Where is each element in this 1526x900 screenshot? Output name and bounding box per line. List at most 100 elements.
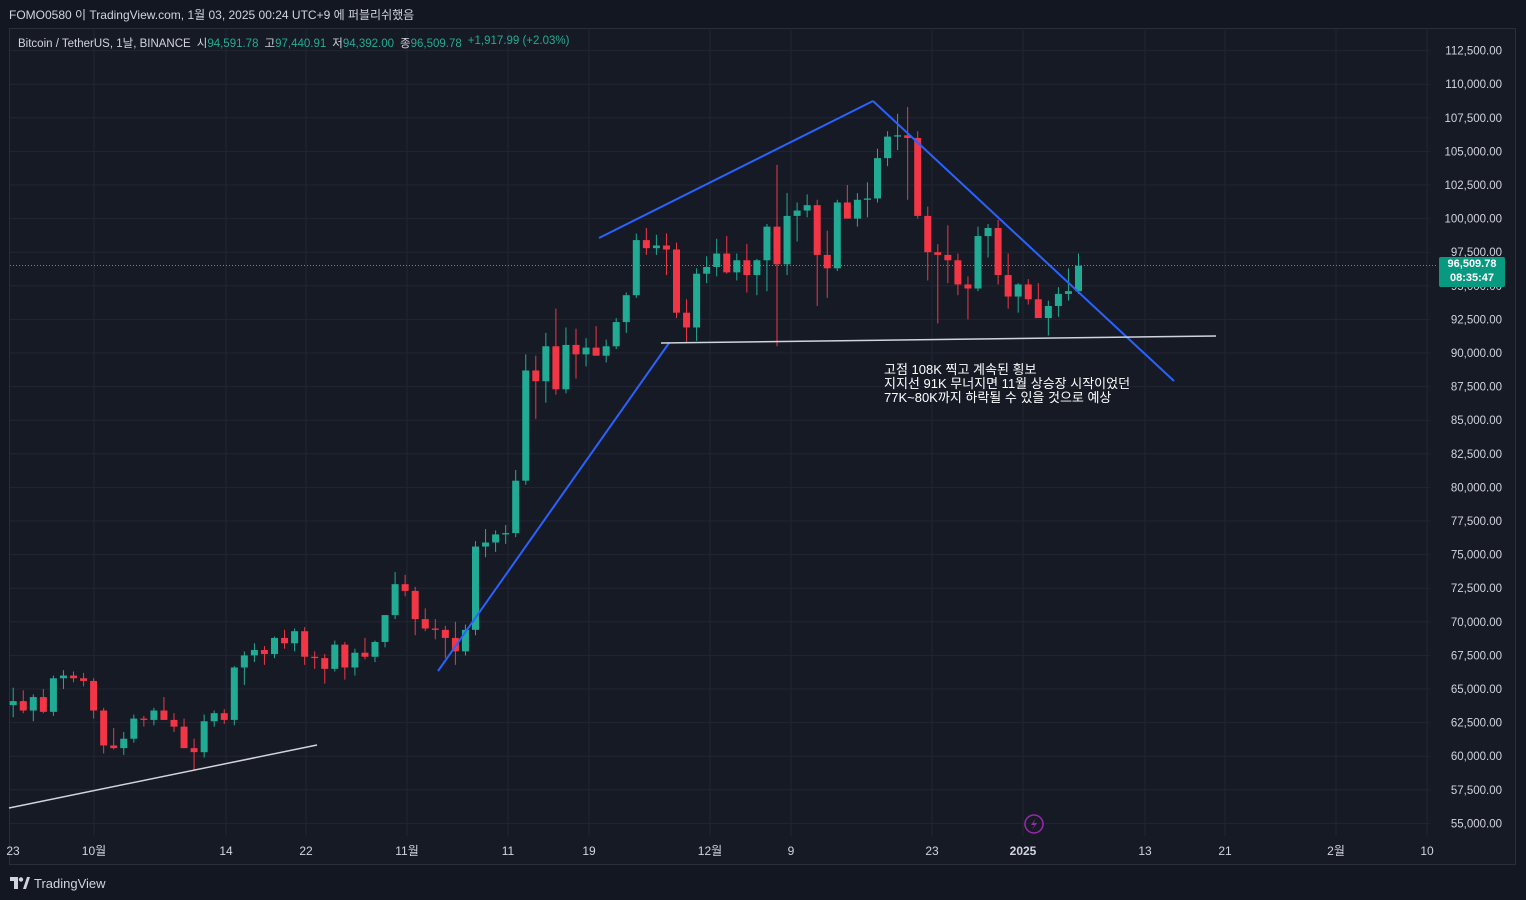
candle (763, 223, 771, 292)
candle-body (874, 158, 881, 199)
candle-body (140, 718, 148, 720)
candle (361, 637, 369, 660)
y-tick-label: 60,000.00 (1451, 751, 1502, 763)
candle (70, 671, 77, 683)
candle-body (723, 253, 731, 273)
candle (301, 627, 309, 665)
candle-body (944, 254, 952, 261)
x-tick-label: 10 (1420, 844, 1434, 858)
y-tick-label: 77,500.00 (1451, 516, 1502, 528)
candle (683, 299, 691, 343)
y-tick-label: 85,000.00 (1451, 415, 1502, 427)
x-tick-label: 2월 (1327, 844, 1345, 858)
uptrend-line[interactable] (437, 342, 670, 672)
candle-body (642, 240, 650, 249)
candle-body (29, 697, 37, 711)
candle-body (552, 346, 560, 390)
candle-body (472, 546, 479, 630)
rising-resistance-line[interactable] (598, 100, 874, 239)
chart-panel[interactable] (9, 28, 1516, 865)
y-tick-label: 75,000.00 (1451, 550, 1502, 562)
drawings[interactable] (8, 100, 1217, 809)
candle-body (150, 710, 158, 720)
candle-body (260, 650, 268, 655)
candle-body (160, 710, 168, 720)
candle (140, 715, 148, 727)
candle (19, 690, 27, 714)
low-value: 94,392.00 (342, 38, 395, 50)
candle (180, 718, 188, 749)
candle (934, 244, 942, 324)
x-tick-label: 19 (582, 844, 596, 858)
support-line-91k[interactable] (660, 335, 1217, 344)
candle (964, 276, 972, 320)
support-line-lower[interactable] (8, 744, 318, 809)
candle-body (411, 590, 419, 620)
candle (441, 625, 449, 659)
candle (512, 469, 520, 538)
candle (321, 654, 329, 684)
candle-body (954, 260, 962, 285)
candle-body (683, 312, 691, 328)
candle-body (301, 631, 309, 657)
candle-body (341, 644, 349, 668)
candle-body (934, 252, 942, 255)
lightning-icon[interactable] (1024, 814, 1044, 834)
candle (884, 131, 892, 167)
x-tick-label: 21 (1218, 844, 1232, 858)
candle (743, 244, 751, 293)
candle-body (632, 240, 640, 296)
price-axis[interactable]: 112,500.00 110,000.00 107,500.00 105,000.00… (1444, 46, 1502, 831)
candle (793, 202, 801, 242)
candle (994, 219, 1002, 285)
descending-resistance-line[interactable] (872, 100, 1175, 382)
candle-body (1024, 284, 1032, 300)
high-value: 97,440.91 (275, 38, 327, 50)
candle-body (371, 641, 379, 657)
y-tick-label: 72,500.00 (1451, 583, 1502, 595)
candle-body (743, 260, 751, 276)
annotation-line-3: 77K~80K까지 하락될 수 있을 것으로 예상 (884, 390, 1111, 405)
candle-body (924, 215, 932, 253)
candle (49, 675, 57, 716)
symbol-legend: Bitcoin / TetherUS, 1날, BINANCE 시94,591.… (18, 35, 569, 51)
candle (954, 253, 962, 296)
candle-body (492, 534, 500, 543)
x-tick-label: 23 (925, 844, 939, 858)
candle-body (914, 137, 922, 216)
candle (602, 339, 610, 363)
time-axis[interactable]: 23 10월 14 22 11월 11 19 12월 9 23 2025 13 21 2월 10 (6, 844, 1434, 858)
candle-body (19, 701, 27, 711)
candle-body (170, 719, 178, 727)
candle (1004, 253, 1012, 309)
grid (10, 30, 1430, 836)
candle-body (271, 637, 278, 655)
candle (351, 648, 359, 676)
candle-body (502, 533, 510, 535)
y-tick-label: 55,000.00 (1451, 818, 1502, 830)
tradingview-logo[interactable]: TradingView (10, 876, 106, 891)
candle (863, 182, 871, 218)
candle (371, 640, 379, 663)
candle (783, 193, 791, 276)
candle-body (9, 701, 17, 706)
annotation-line-1: 고점 108K 찍고 계속된 횡보 (884, 362, 1036, 377)
candle (823, 230, 831, 298)
candle-body (331, 644, 339, 669)
footer: TradingView (0, 866, 1526, 900)
y-tick-label: 57,500.00 (1451, 785, 1502, 797)
y-tick-label: 67,500.00 (1451, 650, 1502, 662)
current-price-tag: 96,509.78 08:35:47 (1439, 256, 1505, 287)
candle-body (1034, 299, 1042, 319)
candle-body (532, 370, 540, 382)
candle-body (240, 655, 248, 668)
candle (853, 193, 861, 227)
candle-body (80, 678, 88, 681)
y-tick-label: 87,500.00 (1451, 382, 1502, 394)
candle (170, 713, 178, 733)
annotation-text[interactable]: 고점 108K 찍고 계속된 횡보 지지선 91K 무너지면 11월 상승장 시… (884, 362, 1130, 405)
y-tick-label: 90,000.00 (1451, 348, 1502, 360)
candle-body (39, 697, 47, 712)
candle-body (823, 254, 831, 269)
